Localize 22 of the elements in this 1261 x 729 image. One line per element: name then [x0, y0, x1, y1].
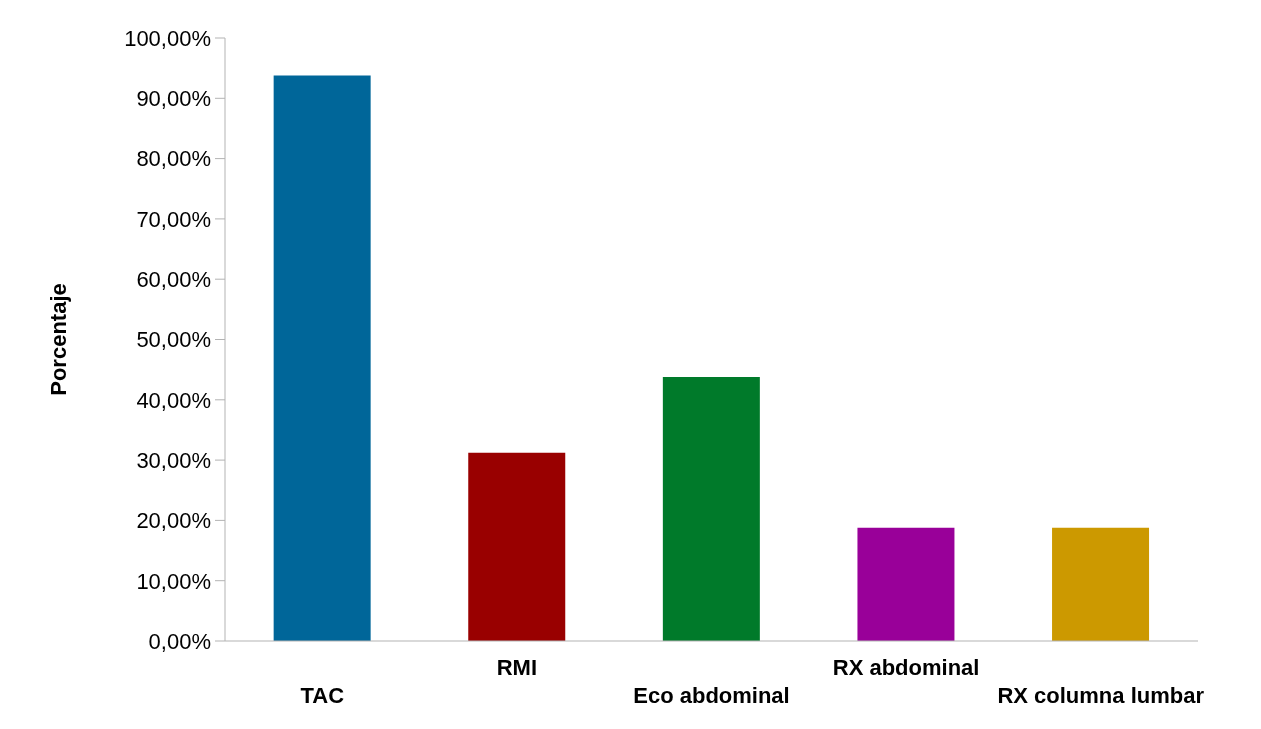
x-tick-label: RMI [496, 655, 538, 680]
bar [662, 376, 760, 641]
y-tick-label: 80,00% [136, 146, 211, 172]
y-tick-label: 0,00% [148, 628, 211, 654]
bar [857, 527, 955, 641]
y-tick-label: 100,00% [124, 25, 211, 51]
y-tick-label: 60,00% [136, 267, 211, 293]
bar [468, 452, 566, 641]
x-tick-label: Eco abdominal [633, 683, 790, 708]
y-tick-label: 20,00% [136, 508, 211, 534]
bar [1052, 527, 1150, 641]
y-tick-label: 10,00% [136, 568, 211, 594]
y-tick-label: 70,00% [136, 206, 211, 232]
x-tick-label: RX columna lumbar [997, 683, 1205, 708]
x-tick-label: TAC [300, 683, 345, 708]
y-axis-title: Porcentaje [45, 283, 71, 396]
x-tick-label: RX abdominal [832, 655, 980, 680]
y-tick-label: 90,00% [136, 86, 211, 112]
y-tick-label: 40,00% [136, 387, 211, 413]
y-tick-label: 30,00% [136, 447, 211, 473]
y-tick-label: 50,00% [136, 327, 211, 353]
bar [273, 75, 371, 641]
